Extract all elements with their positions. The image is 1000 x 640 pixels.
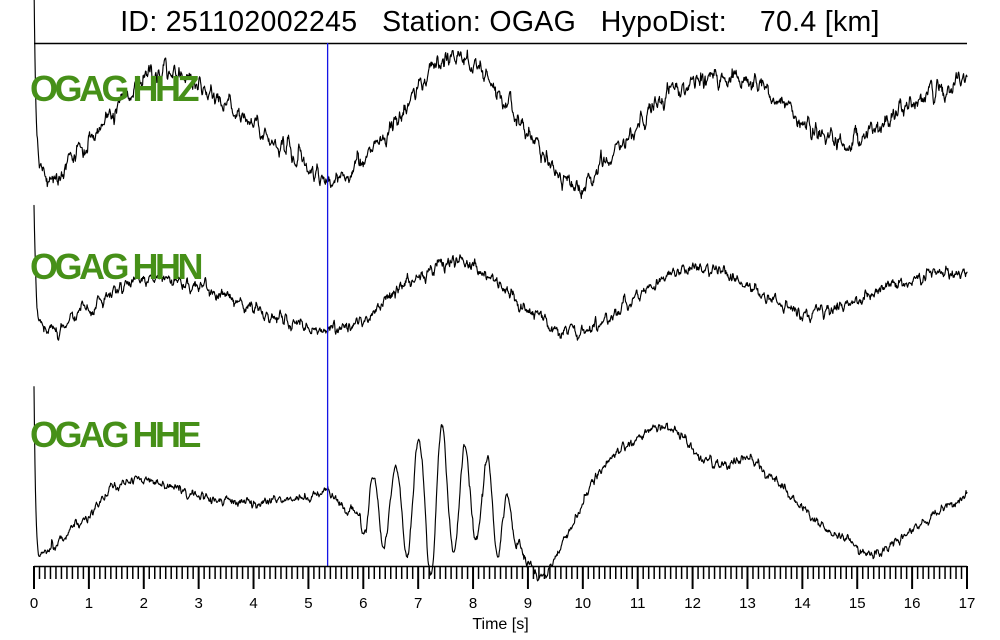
svg-text:OGAG HHN: OGAG HHN xyxy=(30,246,202,287)
svg-text:3: 3 xyxy=(194,595,202,612)
svg-text:2: 2 xyxy=(140,595,148,612)
svg-text:1: 1 xyxy=(85,595,93,612)
svg-text:15: 15 xyxy=(849,595,866,612)
svg-text:13: 13 xyxy=(739,595,756,612)
svg-text:17: 17 xyxy=(959,595,976,612)
svg-text:12: 12 xyxy=(684,595,701,612)
svg-text:0: 0 xyxy=(30,595,38,612)
svg-text:OGAG HHE: OGAG HHE xyxy=(30,414,201,455)
svg-text:10: 10 xyxy=(574,595,591,612)
svg-text:Time [s]: Time [s] xyxy=(472,616,528,633)
svg-text:OGAG HHZ: OGAG HHZ xyxy=(30,68,199,109)
svg-text:9: 9 xyxy=(524,595,532,612)
svg-text:4: 4 xyxy=(249,595,257,612)
svg-text:11: 11 xyxy=(630,595,646,612)
svg-text:14: 14 xyxy=(794,595,811,612)
svg-text:8: 8 xyxy=(469,595,477,612)
svg-text:16: 16 xyxy=(904,595,921,612)
svg-text:7: 7 xyxy=(414,595,422,612)
svg-text:5: 5 xyxy=(304,595,312,612)
svg-text:6: 6 xyxy=(359,595,367,612)
